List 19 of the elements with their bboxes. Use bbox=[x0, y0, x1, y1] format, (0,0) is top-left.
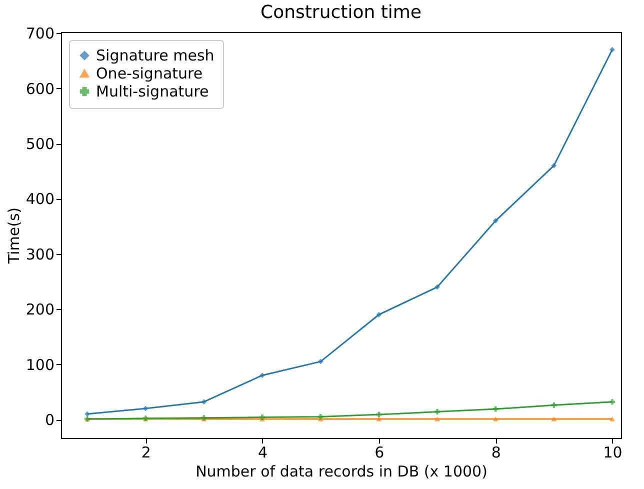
legend-label: Signature mesh bbox=[96, 46, 214, 64]
x-tick-label: 6 bbox=[374, 444, 384, 462]
x-tick-label: 10 bbox=[603, 444, 622, 462]
legend-label: Multi-signature bbox=[96, 82, 209, 100]
y-tick-label: 200 bbox=[26, 300, 54, 319]
y-tick-label: 300 bbox=[26, 245, 54, 264]
x-tick-label: 8 bbox=[491, 444, 501, 462]
x-tick-label: 2 bbox=[141, 444, 151, 462]
y-tick-label: 400 bbox=[26, 190, 54, 208]
chart-title: Construction time bbox=[260, 2, 422, 24]
y-tick-label: 700 bbox=[26, 24, 54, 43]
y-tick-label: 0 bbox=[44, 411, 54, 430]
x-tick-label: 4 bbox=[258, 444, 268, 462]
y-tick-label: 100 bbox=[26, 356, 54, 374]
x-axis-title: Number of data records in DB (x 1000) bbox=[196, 462, 488, 480]
y-tick-label: 500 bbox=[26, 135, 54, 154]
y-axis-title: Time(s) bbox=[4, 207, 23, 265]
legend-label: One-signature bbox=[96, 64, 203, 82]
y-tick-label: 600 bbox=[26, 80, 54, 98]
